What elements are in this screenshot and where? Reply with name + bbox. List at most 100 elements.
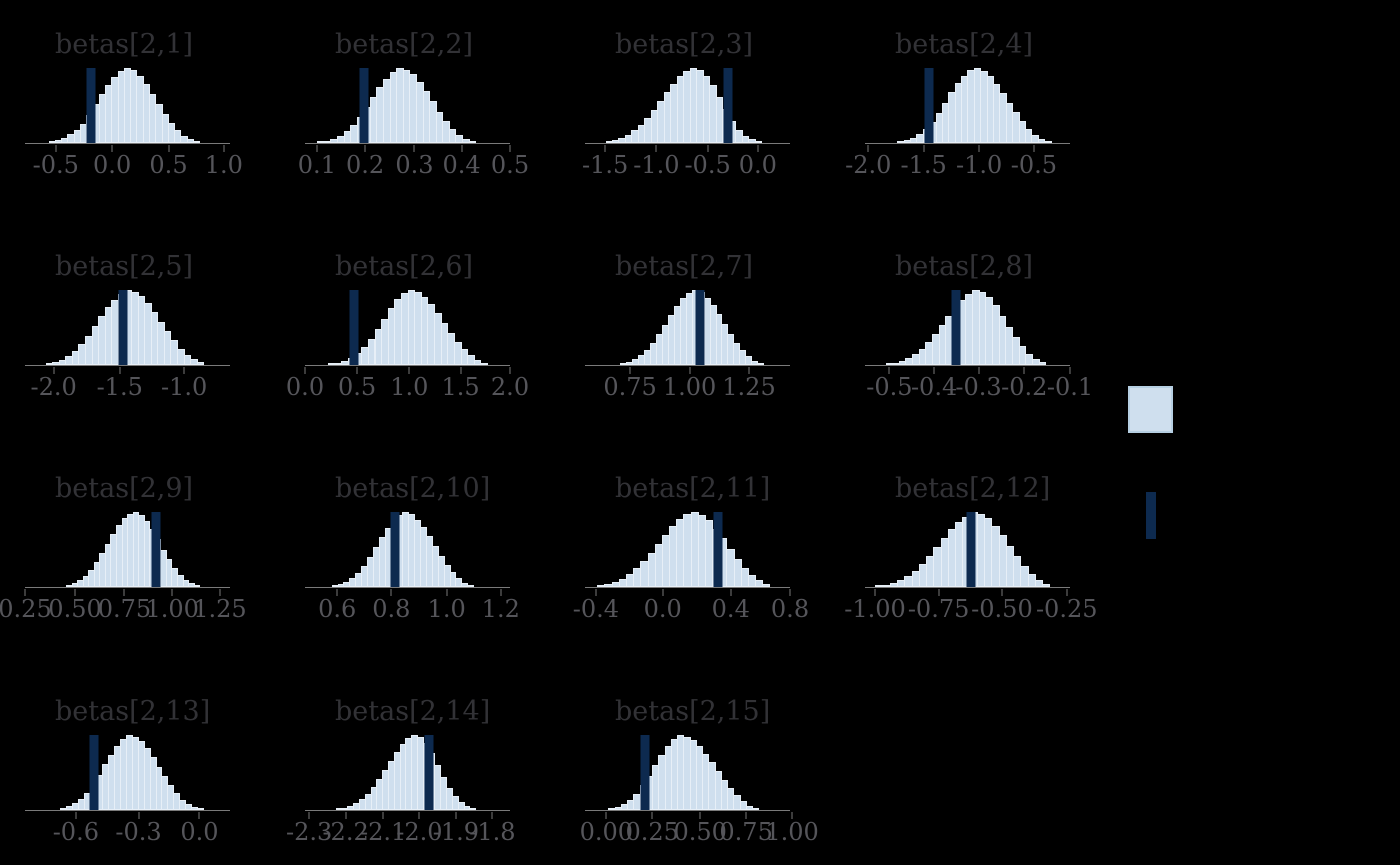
x-axis-tick: [222, 145, 225, 152]
true-value-line: [723, 68, 733, 143]
x-axis-tick-label: 1.0: [390, 373, 429, 401]
histogram-panel: betas[2,3] -1.5 -1.0 -0.5 0.0: [578, 14, 828, 189]
histogram-plot-area: [865, 290, 1070, 365]
histogram-bar: [468, 140, 477, 143]
x-axis-tick: [171, 589, 174, 596]
x-axis-tick: [1023, 367, 1026, 374]
true-value-line: [640, 735, 650, 810]
x-axis-tick: [756, 145, 759, 152]
histogram-bar: [752, 807, 760, 810]
x-axis-tick: [315, 145, 318, 152]
histogram-bar: [197, 808, 205, 810]
x-axis-tick: [52, 367, 55, 374]
x-axis-tick: [344, 812, 347, 819]
histogram-bar: [193, 585, 201, 587]
x-axis-tick: [1000, 589, 1003, 596]
x-axis-tick: [651, 812, 654, 819]
histogram-panel: betas[2,13] -0.6 -0.3 0.0: [18, 681, 268, 856]
histogram-plot-area: [25, 735, 230, 810]
x-axis-tick: [509, 367, 511, 374]
histogram-panel: betas[2,10] 0.6 0.8 1.0 1.2: [298, 458, 548, 633]
x-axis-tick-label: -2.0: [845, 151, 892, 179]
panel-title: betas[2,6]: [335, 251, 474, 282]
histogram-bar: [192, 141, 201, 143]
histogram-plot-area: [305, 68, 510, 143]
histogram-bar: [457, 801, 465, 810]
x-axis-line: [25, 587, 230, 588]
x-axis-tick: [460, 145, 463, 152]
x-axis-tick-label: 0.6: [318, 595, 357, 623]
histogram-plot-area: [585, 512, 790, 587]
x-axis-tick-label: 0.5: [149, 151, 188, 179]
x-axis-line: [25, 143, 230, 144]
x-axis-tick: [382, 812, 385, 819]
x-axis-tick: [198, 812, 201, 819]
x-axis-tick-label: 0.75: [719, 818, 773, 846]
x-axis-tick: [933, 367, 936, 374]
x-axis-tick-label: 0.0: [738, 151, 777, 179]
x-axis-tick: [867, 145, 870, 152]
true-value-line: [89, 735, 99, 810]
histogram-plot-area: [585, 735, 790, 810]
panel-title: betas[2,2]: [335, 29, 474, 60]
x-axis-tick: [937, 589, 940, 596]
histogram-panel: betas[2,15] 0.00 0.25 0.50 0.75 1.00: [578, 681, 828, 856]
panel-title: betas[2,8]: [895, 251, 1034, 282]
panel-title: betas[2,3]: [615, 29, 754, 60]
x-axis-line: [585, 587, 790, 588]
panel-title: betas[2,5]: [55, 251, 194, 282]
histogram-bar: [467, 584, 475, 587]
x-axis-tick: [745, 812, 748, 819]
true-value-line: [713, 512, 723, 587]
x-axis-line: [305, 587, 510, 588]
x-axis-tick-label: 1.2: [481, 595, 520, 623]
x-axis-tick: [655, 145, 658, 152]
x-axis-tick: [499, 589, 502, 596]
histogram-panel: betas[2,14] -2.3 -2.2 -2.1 -2.0 -1.9 -1.8: [286, 681, 548, 856]
x-axis-tick: [408, 367, 411, 374]
true-value-line: [424, 735, 434, 810]
x-axis-tick: [454, 812, 457, 819]
true-value-line: [966, 512, 976, 587]
x-axis-tick-label: 0.50: [48, 595, 102, 623]
x-axis-tick-label: 0.3: [395, 151, 434, 179]
x-axis-line: [25, 810, 230, 811]
histogram-panel: betas[2,8] -0.5 -0.4 -0.3 -0.2 -0.1: [858, 236, 1108, 411]
histogram-plot-area: [585, 68, 790, 143]
x-axis-tick-label: -0.5: [866, 373, 913, 401]
panel-title: betas[2,14]: [335, 696, 491, 727]
x-axis-tick: [1069, 367, 1071, 374]
true-value-line: [924, 68, 934, 143]
true-value-line: [151, 512, 161, 587]
histogram-bar: [757, 362, 765, 365]
x-axis-tick: [137, 812, 140, 819]
x-axis-tick-label: 1.25: [193, 595, 247, 623]
true-value-line: [390, 512, 400, 587]
x-axis-tick: [605, 812, 608, 819]
x-axis-tick-label: -1.5: [900, 151, 947, 179]
panel-title: betas[2,9]: [55, 473, 194, 504]
histogram-bar: [1042, 584, 1051, 587]
x-axis-tick: [24, 589, 26, 596]
true-value-line: [359, 68, 369, 143]
x-axis-tick: [1065, 589, 1068, 596]
x-axis-tick-label: 0.75: [603, 373, 657, 401]
x-axis-tick: [922, 145, 925, 152]
x-axis-tick-label: 0.5: [490, 151, 530, 179]
x-axis-tick: [789, 589, 791, 596]
x-axis-tick-label: -2.2: [322, 818, 369, 846]
histogram-plot-area: [585, 290, 790, 365]
x-axis-tick-label: -1.9: [432, 818, 480, 846]
x-axis-tick-label: -1.5: [581, 151, 629, 179]
panel-title: betas[2,13]: [55, 696, 211, 727]
x-axis-tick: [604, 145, 607, 152]
x-axis-tick-label: -1.0: [160, 373, 208, 401]
x-axis-tick: [748, 367, 750, 374]
true-value-line: [951, 290, 961, 365]
x-axis-line: [865, 143, 1070, 144]
x-axis-tick-label: 0.25: [0, 595, 52, 623]
histogram-bar: [762, 584, 771, 587]
x-axis-tick-label: -1.8: [469, 818, 516, 846]
histogram-plot-area: [305, 512, 510, 587]
x-axis-line: [585, 365, 790, 366]
